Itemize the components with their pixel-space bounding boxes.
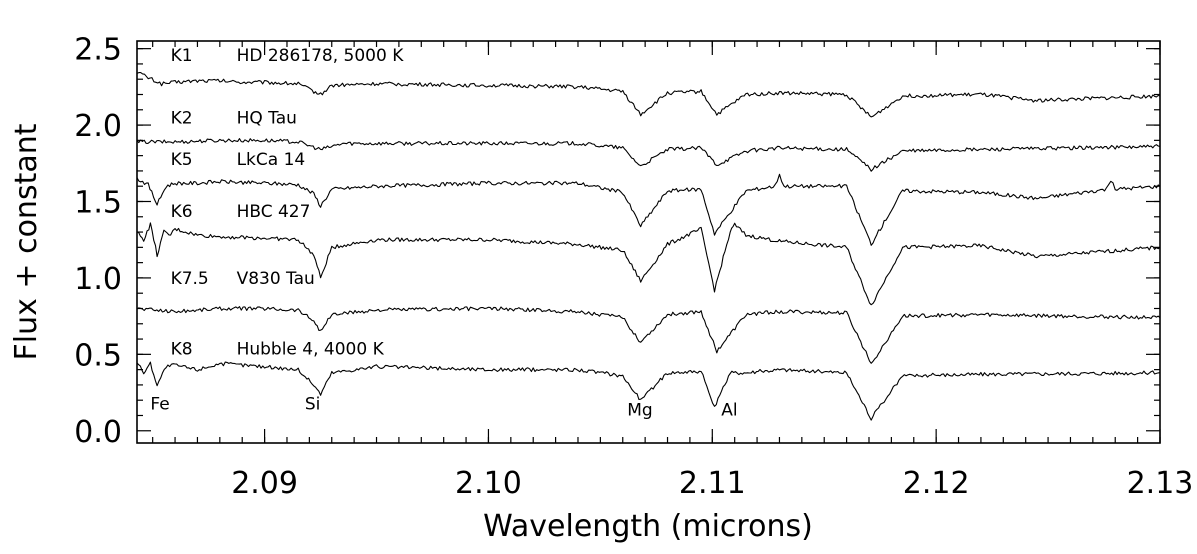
x-tick-label: 2.13 (1127, 466, 1194, 501)
star-name-label: HQ Tau (237, 109, 297, 129)
x-tick-label: 2.10 (455, 466, 522, 501)
x-axis-label: Wavelength (microns) (483, 509, 813, 544)
star-name-label: HD 286178, 5000 K (237, 46, 405, 66)
y-tick-label: 1.5 (74, 185, 122, 220)
spectrum-line-k8 (136, 361, 1161, 421)
star-name-label: Hubble 4, 4000 K (237, 339, 385, 359)
spectral-type-label: K8 (171, 339, 193, 359)
spectrum-labels: K1 HD 286178, 5000 K K2 HQ Tau K5 LkCa 14 K6 HB… (171, 46, 405, 359)
x-axis: 2.09 2.10 2.11 2.12 2.13 (152, 41, 1194, 501)
x-tick-label: 2.12 (903, 466, 970, 501)
spectrum-line-k2 (136, 138, 1161, 172)
spectral-type-label: K1 (171, 46, 193, 66)
y-tick-label: 1.0 (74, 262, 122, 297)
spectra-group (136, 72, 1161, 421)
spectrum-line-k6 (136, 222, 1161, 306)
spectrum-line-k7-5 (136, 306, 1161, 364)
y-tick-label: 0.0 (74, 415, 122, 450)
y-tick-label: 0.5 (74, 338, 122, 373)
spectrum-line-k1 (136, 72, 1161, 118)
line-id-si: Si (305, 394, 321, 414)
star-name-label: LkCa 14 (237, 150, 306, 170)
y-axis-label: Flux + constant (9, 123, 44, 360)
spectral-type-label: K6 (171, 202, 193, 222)
y-tick-label: 2.0 (74, 109, 122, 144)
line-id-labels: Fe Si Mg Al (150, 394, 737, 420)
star-name-label: V830 Tau (237, 269, 315, 289)
plot-frame (136, 40, 1161, 444)
star-name-label: HBC 427 (237, 202, 311, 222)
x-tick-label: 2.09 (231, 466, 298, 501)
spectral-type-label: K5 (171, 150, 193, 170)
line-id-fe: Fe (150, 394, 169, 414)
y-axis: 0.0 0.5 1.0 1.5 2.0 2.5 (74, 33, 1160, 450)
y-tick-label: 2.5 (74, 33, 122, 68)
spectral-type-label: K2 (171, 109, 193, 129)
line-id-al: Al (721, 400, 737, 420)
line-id-mg: Mg (627, 400, 652, 420)
spectral-type-label: K7.5 (171, 269, 209, 289)
spectrum-line-k5 (136, 173, 1161, 246)
x-tick-label: 2.11 (679, 466, 746, 501)
